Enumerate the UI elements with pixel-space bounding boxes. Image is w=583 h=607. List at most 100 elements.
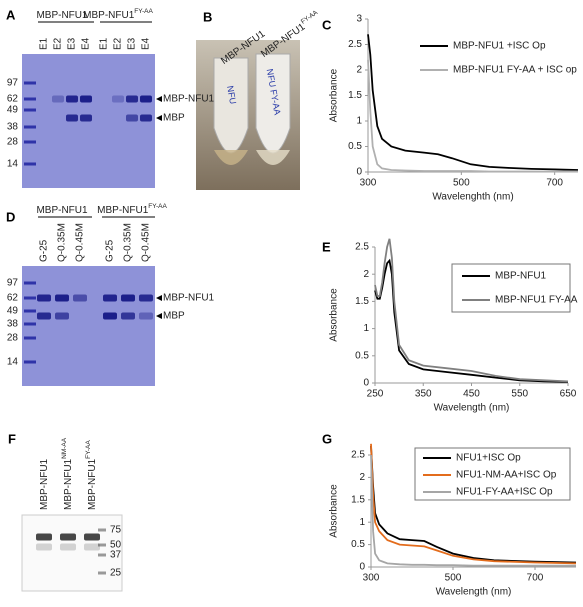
gel	[22, 266, 155, 386]
lane-label: G-25	[39, 239, 50, 262]
y-tick-label: 1	[356, 116, 362, 127]
band-label: MBP	[163, 113, 185, 124]
x-tick-label: 650	[560, 389, 577, 400]
lane-label: E2	[113, 37, 124, 50]
lane-label: E3	[67, 37, 78, 50]
panel-letter: C	[322, 17, 332, 32]
lane-label: MBP-NFU1NM-AA	[61, 437, 74, 510]
y-tick-label: 0.5	[355, 350, 369, 361]
x-tick-label: 550	[511, 389, 528, 400]
marker-label: 25	[110, 568, 122, 579]
legend-label: MBP-NFU1 +ISC Op	[453, 41, 546, 52]
marker-label: 97	[7, 278, 19, 289]
protein-band	[139, 294, 153, 302]
protein-band	[73, 294, 87, 302]
marker-label: 50	[110, 540, 122, 551]
ladder-band	[98, 571, 106, 575]
y-axis-label: Absorbance	[329, 288, 340, 342]
marker-label: 62	[7, 293, 19, 304]
lane-label: E1	[99, 37, 110, 50]
y-tick-label: 1.5	[351, 494, 365, 505]
y-tick-label: 1	[363, 323, 369, 334]
band-arrow	[156, 295, 162, 301]
lane-label: E4	[141, 37, 152, 50]
y-tick-label: 0.5	[348, 141, 362, 152]
panel-letter: B	[203, 9, 212, 24]
band-arrow	[156, 96, 162, 102]
protein-band	[103, 312, 117, 320]
lane-group-label: MBP-NFU1	[36, 205, 88, 216]
lane-label-superscript: NM-AA	[61, 437, 68, 459]
y-tick-label: 1	[359, 517, 365, 528]
y-tick-label: 0	[356, 167, 362, 178]
x-tick-label: 700	[527, 573, 544, 584]
lane-label: Q-0.35M	[123, 223, 134, 262]
protein-band	[55, 312, 69, 320]
protein-band	[36, 543, 52, 551]
ladder-band	[98, 543, 106, 547]
band-arrow	[156, 313, 162, 319]
protein-band	[126, 114, 138, 122]
protein-band	[121, 312, 135, 320]
ladder-band	[24, 296, 36, 300]
lane-group-label: MBP-NFU1FY-AA	[83, 8, 153, 21]
x-tick-label: 500	[453, 178, 470, 189]
tube	[213, 57, 249, 154]
y-tick-label: 3	[356, 14, 362, 25]
y-tick-label: 2.5	[355, 242, 369, 253]
marker-label: 38	[7, 122, 19, 133]
ladder-band	[24, 140, 36, 144]
marker-label: 62	[7, 94, 19, 105]
marker-label: 28	[7, 137, 19, 148]
ladder-band	[24, 162, 36, 166]
marker-label: 37	[110, 550, 122, 561]
protein-band	[52, 95, 64, 103]
legend-label: NFU1+ISC Op	[456, 453, 521, 464]
tube-label-superscript: FY-AA	[300, 9, 320, 26]
lane-group-label: MBP-NFU1FY-AA	[97, 203, 167, 216]
protein-band	[84, 533, 100, 541]
band-label: MBP-NFU1	[163, 94, 215, 105]
y-axis-label: Absorbance	[329, 68, 340, 122]
legend-label: NFU1-NM-AA+ISC Op	[456, 470, 557, 481]
marker-label: 75	[110, 525, 122, 536]
ladder-band	[24, 81, 36, 85]
lane-group-label-superscript: FY-AA	[134, 8, 153, 15]
protein-band	[60, 543, 76, 551]
ladder-band	[24, 322, 36, 326]
band-label: MBP-NFU1	[163, 293, 215, 304]
protein-band	[140, 114, 152, 122]
ladder-band	[24, 97, 36, 101]
marker-label: 28	[7, 333, 19, 344]
protein-band	[36, 533, 52, 541]
y-tick-label: 2	[359, 472, 365, 483]
lane-label: Q-0.45M	[141, 223, 152, 262]
lane-label-superscript: FY-AA	[85, 440, 92, 459]
lane-label: E1	[39, 37, 50, 50]
y-tick-label: 0.5	[351, 539, 365, 550]
protein-band	[139, 312, 153, 320]
lane-label: Q-0.35M	[57, 223, 68, 262]
legend-label: MBP-NFU1	[495, 271, 547, 282]
ladder-band	[24, 281, 36, 285]
ladder-band	[98, 553, 106, 557]
marker-label: 49	[7, 105, 19, 116]
ladder-band	[24, 309, 36, 313]
panel-letter: A	[6, 7, 16, 22]
panel-letter: F	[8, 431, 16, 446]
data-line	[370, 443, 577, 565]
legend-label: MBP-NFU1 FY-AA	[495, 295, 578, 306]
legend-label: NFU1-FY-AA+ISC Op	[456, 487, 553, 498]
handwritten-label: NFU	[225, 85, 238, 105]
data-line	[370, 454, 576, 567]
x-tick-label: 500	[445, 573, 462, 584]
marker-label: 38	[7, 319, 19, 330]
x-tick-label: 700	[546, 178, 563, 189]
panel-letter: D	[6, 209, 15, 224]
lane-label: E4	[81, 37, 92, 50]
ladder-band	[24, 108, 36, 112]
x-tick-label: 300	[360, 178, 377, 189]
legend-label: MBP-NFU1 FY-AA + ISC op	[453, 65, 577, 76]
marker-label: 14	[7, 357, 19, 368]
protein-band	[37, 312, 51, 320]
